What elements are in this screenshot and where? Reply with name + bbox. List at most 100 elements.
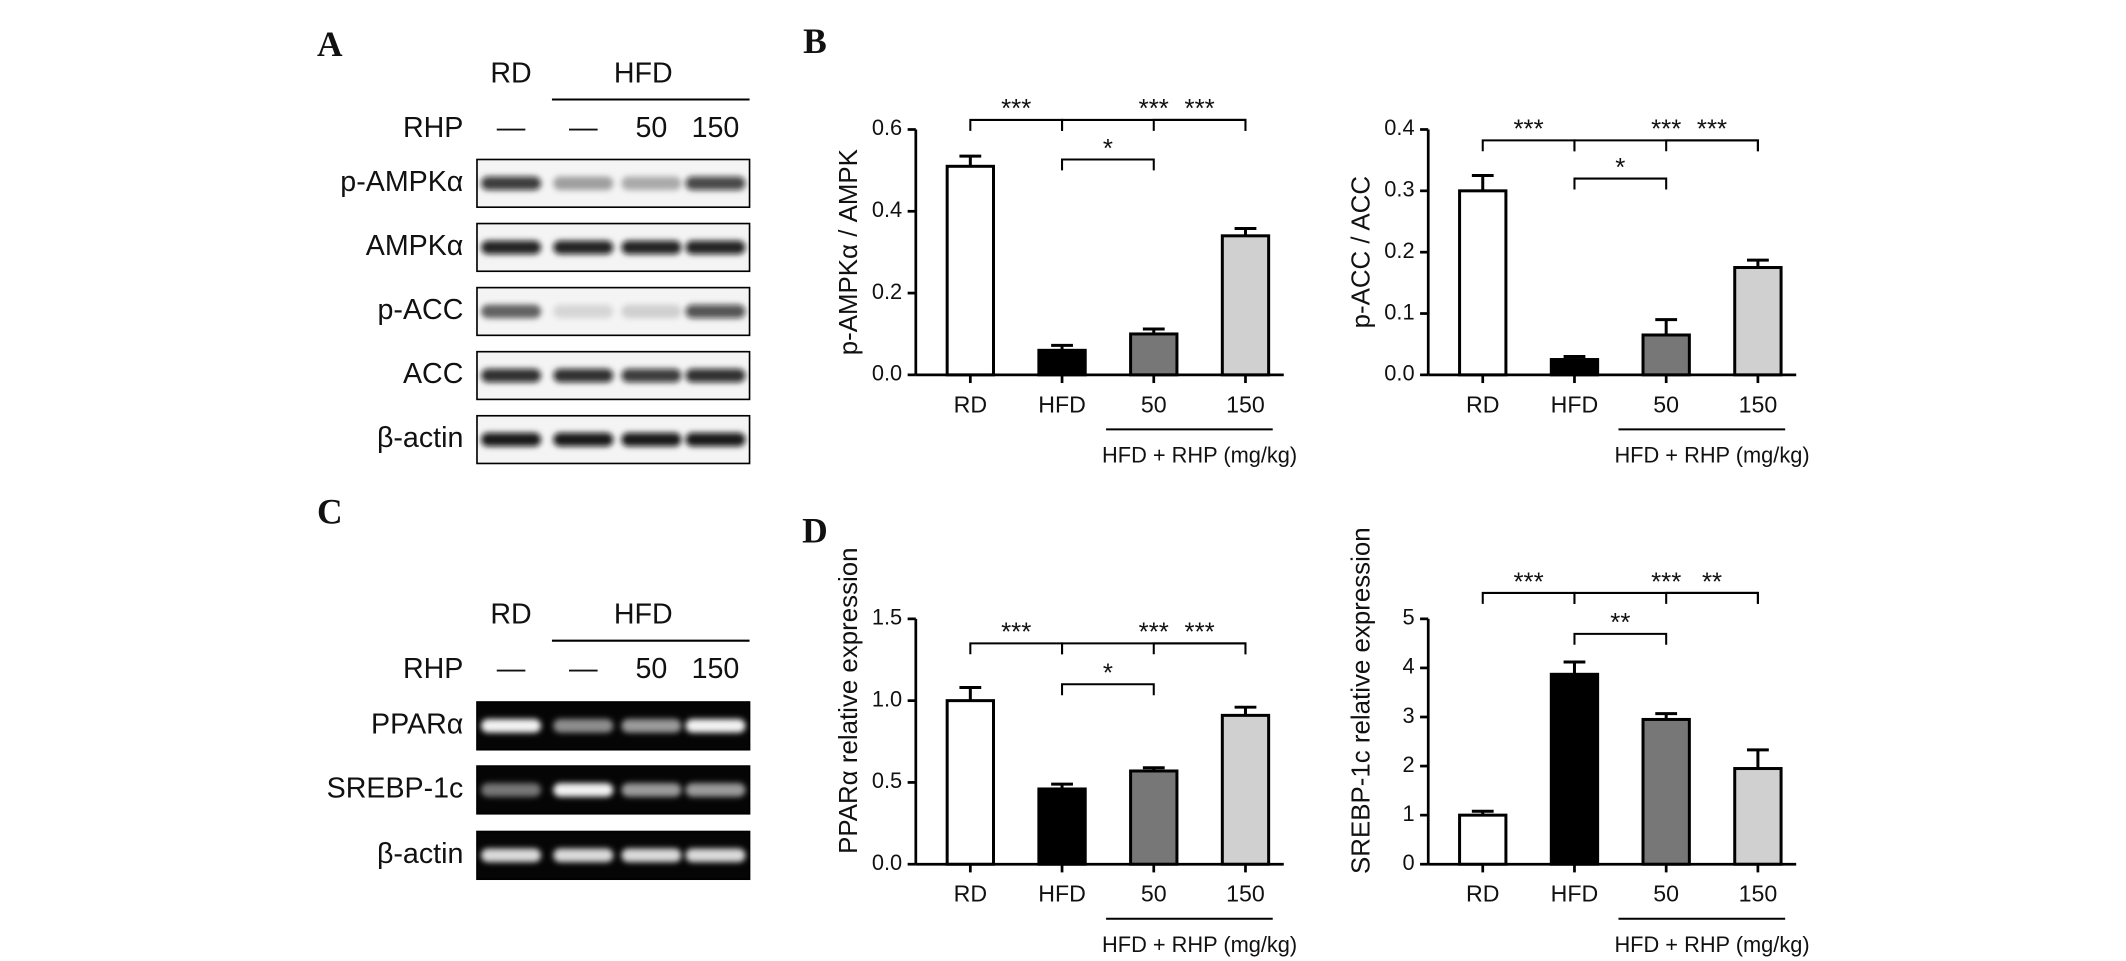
x-tick-label: HFD — [1038, 391, 1086, 417]
band — [685, 304, 746, 319]
y-axis-label: p-ACC / ACC — [1348, 176, 1376, 328]
significance-label: * — [1103, 660, 1113, 688]
treatment-label: RHP — [403, 112, 463, 144]
y-tick-label: 1.0 — [872, 686, 902, 711]
bar — [1641, 717, 1691, 866]
significance-label: *** — [1139, 619, 1169, 647]
y-tick-label: 3 — [1402, 703, 1414, 728]
row-label: ACC — [403, 358, 463, 390]
x-tick-label: 50 — [1141, 391, 1167, 417]
bar — [1129, 769, 1179, 866]
x-tick-label: 150 — [1739, 881, 1778, 907]
dose-label: — — [569, 653, 598, 685]
group-label: HFD — [614, 599, 673, 631]
bar — [945, 699, 995, 866]
treatment-label: RHP — [403, 653, 463, 685]
group-label: HFD + RHP (mg/kg) — [1102, 442, 1297, 467]
panel-label: A — [317, 24, 343, 64]
group-label: HFD — [614, 58, 673, 90]
significance-label: * — [1103, 135, 1113, 163]
significance-label: *** — [1697, 116, 1727, 144]
x-tick-label: HFD — [1551, 881, 1599, 907]
row-label: p-ACC — [378, 294, 464, 326]
panel-label: D — [802, 510, 828, 550]
x-tick-label: 150 — [1226, 391, 1265, 417]
y-tick-label: 0.0 — [872, 361, 902, 386]
significance-bracket — [1665, 591, 1759, 604]
band — [481, 240, 542, 255]
group-label: HFD + RHP (mg/kg) — [1102, 932, 1297, 957]
band — [685, 432, 746, 447]
dose-label: 50 — [636, 653, 668, 685]
band — [621, 783, 682, 797]
significance-label: *** — [1651, 568, 1681, 596]
significance-label: *** — [1651, 116, 1681, 144]
y-tick-label: 5 — [1402, 605, 1414, 630]
significance-bracket — [1152, 118, 1247, 131]
x-tick-label: RD — [954, 881, 987, 907]
bar — [945, 164, 995, 377]
y-tick-label: 0.2 — [1384, 238, 1414, 263]
significance-bracket — [1152, 642, 1247, 655]
row-label: p-AMPKα — [340, 166, 463, 198]
band — [481, 783, 542, 797]
band — [621, 848, 682, 863]
x-tick-label: HFD — [1551, 391, 1599, 417]
row-label: PPARα — [371, 708, 463, 740]
bar — [1220, 713, 1271, 866]
band — [481, 368, 542, 383]
bar — [1733, 266, 1783, 377]
band — [685, 719, 746, 733]
x-tick-label: RD — [954, 391, 987, 417]
y-tick-label: 0.4 — [1384, 115, 1414, 140]
band — [685, 240, 746, 255]
significance-label: *** — [1185, 95, 1215, 123]
y-tick-label: 0.1 — [1384, 299, 1414, 324]
significance-bracket — [1061, 683, 1155, 696]
band — [481, 304, 542, 319]
y-tick-label: 1 — [1402, 801, 1414, 826]
y-tick-label: 1.5 — [872, 605, 902, 630]
significance-label: *** — [1514, 568, 1544, 596]
dose-label: 150 — [692, 112, 740, 144]
group-label: RD — [490, 58, 531, 90]
row-label: β-actin — [377, 838, 463, 870]
band — [685, 368, 746, 383]
significance-label: *** — [1514, 116, 1544, 144]
y-tick-label: 0.5 — [872, 768, 902, 793]
row-label: SREBP-1c — [327, 772, 464, 804]
y-tick-label: 2 — [1402, 752, 1414, 777]
significance-label: ** — [1610, 609, 1630, 637]
significance-bracket — [1665, 139, 1759, 152]
y-tick-label: 4 — [1402, 654, 1414, 679]
significance-bracket — [1061, 158, 1155, 171]
y-tick-label: 0.4 — [872, 197, 902, 222]
significance-label: ** — [1702, 568, 1722, 596]
dose-label: 150 — [692, 653, 740, 685]
band — [481, 848, 542, 863]
band — [553, 240, 614, 255]
significance-label: *** — [1001, 619, 1031, 647]
bar — [1549, 358, 1600, 377]
x-tick-label: 50 — [1653, 881, 1679, 907]
significance-label: *** — [1139, 95, 1169, 123]
band — [553, 176, 614, 191]
bar — [1733, 767, 1783, 866]
band — [481, 719, 542, 733]
bar — [1458, 813, 1508, 866]
x-tick-label: RD — [1466, 881, 1499, 907]
y-axis-label: p-AMPKα / AMPK — [835, 149, 863, 355]
y-axis-label: SREBP-1c relative expression — [1348, 527, 1376, 874]
row-label: AMPKα — [366, 230, 464, 262]
band — [481, 176, 542, 191]
bar — [1641, 333, 1691, 377]
x-tick-label: 50 — [1141, 881, 1167, 907]
band — [621, 176, 682, 191]
y-axis-label: PPARα relative expression — [835, 547, 863, 853]
bar — [1458, 189, 1508, 377]
y-tick-label: 0.6 — [872, 115, 902, 140]
y-tick-label: 0.3 — [1384, 177, 1414, 202]
dose-label: — — [497, 112, 526, 144]
bar — [1220, 234, 1271, 377]
